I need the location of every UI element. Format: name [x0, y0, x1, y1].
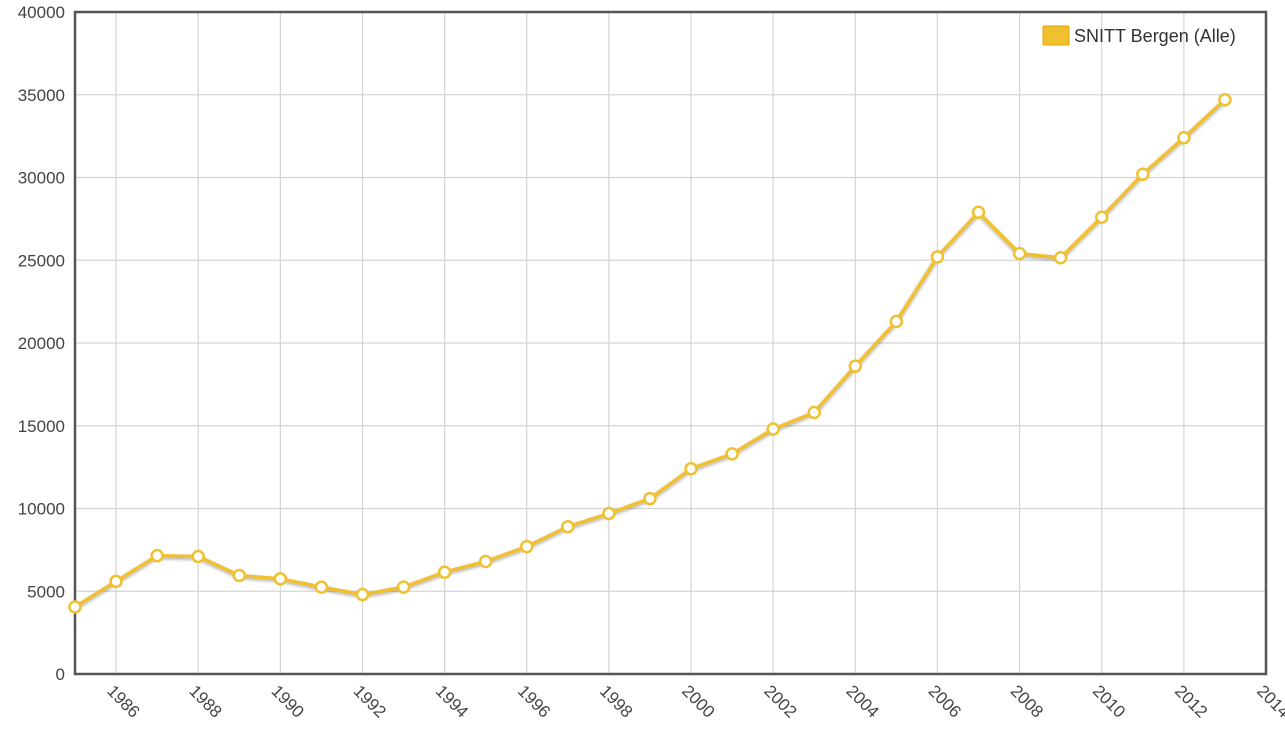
axes: 0 5000 10000 15000 20000 25000 30000 35000 40000… — [18, 3, 1285, 722]
data-point — [766, 422, 780, 436]
y-tick-label: 25000 — [18, 251, 65, 270]
y-tick-label: 40000 — [18, 3, 65, 22]
x-tick-label: 2006 — [925, 681, 965, 721]
data-point — [232, 568, 247, 583]
data-point — [971, 205, 986, 220]
data-point — [807, 405, 821, 420]
data-point — [1136, 167, 1150, 181]
plot-frame — [73, 10, 1268, 676]
data-point — [314, 580, 329, 594]
x-tick-label: 1990 — [268, 681, 308, 721]
data-point — [1053, 251, 1068, 265]
y-tick-label: 30000 — [18, 169, 65, 188]
y-tick-label: 10000 — [18, 500, 65, 519]
data-point — [889, 314, 904, 329]
x-tick-label: 2014 — [1253, 681, 1285, 721]
data-point — [643, 491, 657, 506]
data-point — [930, 250, 945, 264]
data-point — [478, 554, 493, 569]
data-point — [520, 539, 534, 554]
data-point — [355, 587, 370, 602]
series — [68, 92, 1232, 614]
y-tick-label: 15000 — [18, 417, 65, 436]
data-point — [684, 462, 698, 476]
series-line — [73, 97, 1227, 609]
x-tick-label: 2000 — [678, 681, 718, 721]
data-point — [848, 359, 863, 373]
data-point — [1218, 92, 1232, 107]
data-point — [273, 572, 288, 586]
legend-label: SNITT Bergen (Alle) — [1074, 26, 1236, 46]
data-point — [396, 580, 411, 594]
x-tick-label: 1988 — [185, 681, 225, 721]
x-tick-label: 1996 — [514, 681, 554, 721]
x-tick-label: 2010 — [1089, 681, 1129, 721]
x-tick-label: 1992 — [350, 681, 390, 721]
x-tick-label: 2012 — [1171, 681, 1211, 721]
x-tick-label: 2004 — [842, 681, 882, 721]
data-point — [602, 506, 616, 521]
data-point — [561, 519, 575, 534]
x-tick-label: 2002 — [760, 681, 800, 721]
data-point — [109, 574, 123, 589]
legend: SNITT Bergen (Alle) — [1042, 25, 1236, 46]
x-tick-label: 2008 — [1007, 681, 1047, 721]
legend-swatch — [1042, 25, 1070, 46]
x-tick-label: 1994 — [432, 681, 472, 721]
data-point — [725, 447, 739, 461]
grid — [75, 12, 1266, 674]
data-point — [1177, 131, 1191, 145]
data-point — [1094, 210, 1109, 224]
y-tick-label: 35000 — [18, 86, 65, 105]
x-tick-label: 1998 — [596, 681, 636, 721]
data-point — [68, 600, 82, 614]
data-point — [437, 565, 452, 579]
y-tick-label: 0 — [56, 665, 65, 684]
data-point — [150, 548, 164, 563]
x-tick-label: 1986 — [103, 681, 143, 721]
y-tick-label: 5000 — [27, 582, 65, 601]
data-point — [191, 549, 205, 564]
y-tick-label: 20000 — [18, 334, 65, 353]
data-point — [1012, 246, 1027, 261]
